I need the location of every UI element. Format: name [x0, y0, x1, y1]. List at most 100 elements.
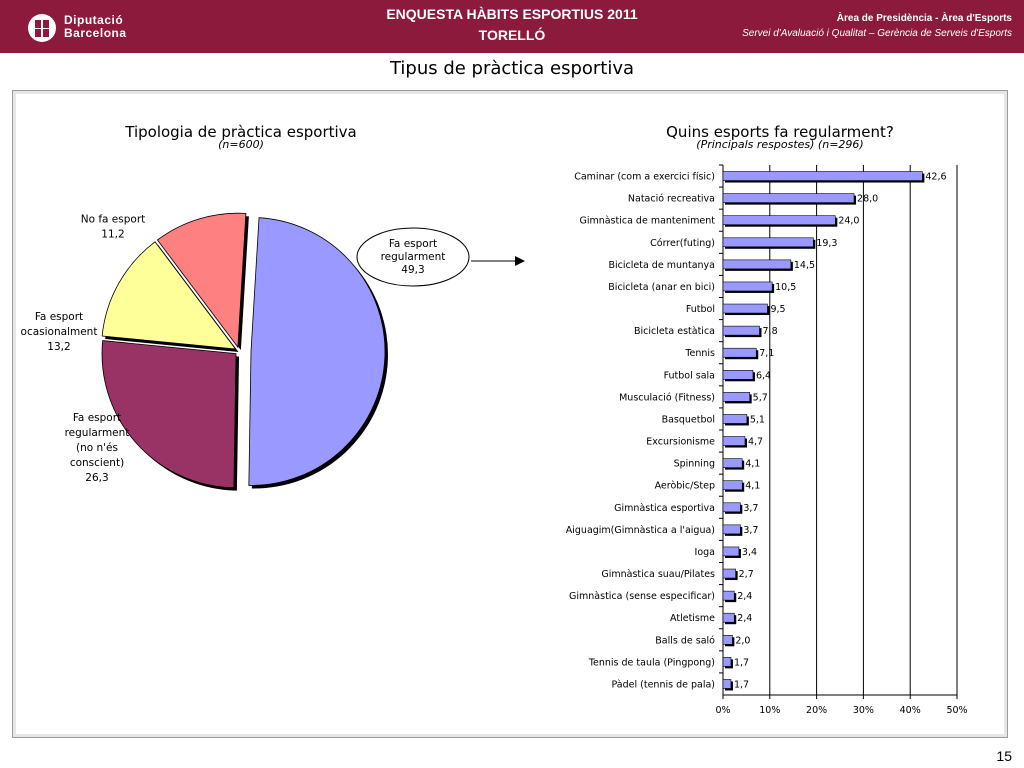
- pie-slice-label: Fa esport: [389, 238, 437, 250]
- bar: [722, 657, 732, 667]
- bar-chart: Quins esports fa regularment?(Principals…: [566, 123, 968, 716]
- bar-value-label: 2,4: [737, 591, 752, 602]
- bar-xtick-label: 30%: [853, 705, 874, 716]
- bar: [722, 347, 757, 358]
- bar: [722, 546, 740, 557]
- bar-category-label: Musculació (Fitness): [619, 392, 715, 403]
- bar-xtick-label: 10%: [759, 705, 780, 716]
- chart-panel: Tipologia de pràctica esportiva (n=600) Fa…: [12, 90, 1008, 738]
- pie-chart: Tipologia de pràctica esportiva(n=600) Fa…: [21, 123, 525, 491]
- bar-value-label: 28,0: [857, 194, 878, 205]
- municipality-title: TORELLÓ: [478, 27, 546, 43]
- bar-category-label: Tennis de taula (Pingpong): [588, 657, 715, 668]
- charts-canvas: Tipologia de pràctica esportiva(n=600) Fa…: [21, 123, 968, 716]
- bar-value-label: 42,6: [925, 172, 946, 183]
- bar-value-label: 2,4: [737, 613, 752, 624]
- bar-value-label: 9,5: [770, 304, 785, 315]
- bar-category-label: Pàdel (tennis de pala): [612, 679, 716, 690]
- bar: [722, 436, 746, 446]
- pie-slice-value: 49,3: [401, 264, 424, 276]
- pie-slice-value: 26,3: [85, 472, 108, 484]
- pie-label-bubble: [356, 227, 470, 287]
- header-bar: Diputació Barcelona ENQUESTA HÀBITS ESPO…: [0, 0, 1024, 53]
- bar-value-label: 2,7: [739, 569, 754, 580]
- bar-value-label: 3,4: [742, 547, 757, 558]
- bar-category-label: Natació recreativa: [628, 194, 715, 205]
- bar-value-label: 3,7: [743, 503, 758, 514]
- bar: [722, 325, 760, 336]
- bar-value-label: 4,1: [745, 459, 760, 470]
- bar: [722, 590, 735, 601]
- bar-category-label: Basquetbol: [662, 414, 715, 425]
- bar-value-label: 14,5: [794, 260, 815, 271]
- bar-category-label: Bicicleta estàtica: [634, 326, 715, 337]
- bar-category-label: Excursionisme: [646, 437, 715, 448]
- bar: [722, 568, 736, 579]
- bar-value-label: 1,7: [734, 657, 749, 668]
- pie-slice-label: conscient): [70, 457, 124, 469]
- pie-slice-value: 13,2: [47, 341, 70, 353]
- pie-slice-label: regularment: [381, 251, 446, 263]
- bar-title: Quins esports fa regularment?: [666, 123, 894, 141]
- survey-title: ENQUESTA HÀBITS ESPORTIUS 2011: [386, 6, 638, 22]
- bar: [722, 369, 754, 380]
- diputacio-logo-icon: [28, 14, 56, 42]
- pie-slice: [248, 217, 386, 486]
- bar-category-label: Bicicleta (anar en bici): [608, 282, 715, 293]
- bar: [722, 193, 855, 203]
- bar-category-label: Aiguagim(Gimnàstica a l'aigua): [566, 525, 715, 536]
- logo-text: Diputació Barcelona: [64, 14, 127, 40]
- bar-category-label: Gimnàstica esportiva: [614, 503, 715, 514]
- pie-slice-label: No fa esport: [81, 214, 146, 226]
- bar-xtick-label: 0%: [715, 705, 730, 716]
- bar-category-label: Bicicleta de muntanya: [609, 260, 716, 271]
- bar-value-label: 19,3: [816, 238, 837, 249]
- bar-category-label: Futbol sala: [664, 370, 715, 381]
- bar: [722, 480, 743, 491]
- bar-value-label: 4,7: [748, 437, 763, 448]
- bar-subtitle: (Principals respostes) (n=296): [696, 138, 863, 151]
- bar-category-label: Caminar (com a exercici físic): [574, 172, 715, 183]
- pie-subtitle: (n=600): [218, 138, 264, 151]
- bar-category-label: Balls de saló: [655, 635, 715, 646]
- bar-xtick-label: 50%: [946, 705, 967, 716]
- bar: [722, 524, 741, 535]
- bar: [722, 171, 923, 181]
- pie-slice-label: regularment: [65, 427, 130, 439]
- pie-title: Tipologia de pràctica esportiva: [124, 123, 357, 141]
- bar: [722, 281, 773, 292]
- bar-category-label: Atletisme: [670, 613, 715, 624]
- pie-slice-value: 11,2: [101, 229, 124, 241]
- page-number: 15: [996, 748, 1012, 764]
- bar-value-label: 1,7: [734, 679, 749, 690]
- bar-category-label: Córrer(futing): [650, 238, 715, 249]
- arrow-icon: [515, 256, 525, 266]
- bar: [722, 679, 732, 689]
- pie-slice-label: Fa esport: [73, 412, 121, 424]
- bar-category-label: Ioga: [695, 547, 715, 558]
- bar-value-label: 3,7: [743, 525, 758, 536]
- bar: [722, 259, 792, 270]
- bar-category-label: Spinning: [674, 459, 715, 470]
- bar-value-label: 6,4: [756, 370, 771, 381]
- bar-value-label: 7,1: [759, 348, 774, 359]
- pie-slice-label: ocasionalment: [21, 326, 98, 338]
- bar-value-label: 5,7: [753, 392, 768, 403]
- bar-category-label: Gimnàstica suau/Pilates: [601, 569, 715, 580]
- bar-value-label: 24,0: [838, 216, 859, 227]
- bar: [722, 237, 814, 248]
- bar-category-label: Tennis: [684, 348, 715, 359]
- bar-value-label: 2,0: [735, 635, 750, 646]
- bar-xtick-label: 40%: [900, 705, 921, 716]
- logo-line1: Diputació: [64, 13, 124, 27]
- bar-xtick-label: 20%: [806, 705, 827, 716]
- pie-slice-label: (no n'és: [76, 442, 118, 454]
- bar-category-label: Gimnàstica de manteniment: [579, 216, 715, 227]
- bar-value-label: 4,1: [745, 481, 760, 492]
- bar: [722, 502, 741, 513]
- bar: [722, 392, 750, 402]
- bar: [722, 634, 733, 645]
- bar: [722, 414, 748, 424]
- bar: [722, 303, 768, 314]
- page-title: Tipus de pràctica esportiva: [389, 58, 635, 79]
